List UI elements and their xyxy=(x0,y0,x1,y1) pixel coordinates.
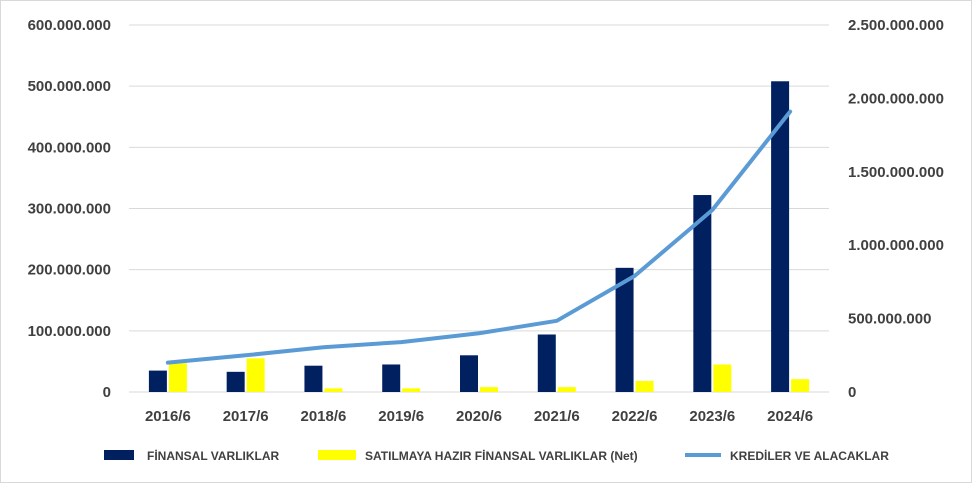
bar-finansal-varliklar-2020-6 xyxy=(460,355,478,392)
bar-satilmaya-hazir-2021-6 xyxy=(557,387,576,392)
line-series xyxy=(165,109,793,365)
left-axis-tick-label: 200.000.000 xyxy=(28,262,111,279)
x-tick-label-2022-6: 2022/6 xyxy=(612,408,658,425)
legend-swatch-satilmaya-hazir xyxy=(318,450,356,460)
bar-satilmaya-hazir-2017-6 xyxy=(246,358,265,392)
legend-label-finansal-varliklar: FİNANSAL VARLIKLAR xyxy=(147,448,280,463)
bar-satilmaya-hazir-2024-6 xyxy=(791,379,810,392)
bar-finansal-varliklar-2022-6 xyxy=(615,267,634,392)
gridlines xyxy=(129,24,829,393)
bar-finansal-varliklar-2016-6 xyxy=(148,370,167,392)
x-axis-labels: 2016/6 2017/6 2018/6 2019/6 2020/6 2021/6 2022… xyxy=(145,408,813,425)
bar-finansal-varliklar-2023-6 xyxy=(693,195,712,392)
x-tick-label-2023-6: 2023/6 xyxy=(689,408,735,425)
left-axis-tick-label: 0 xyxy=(103,384,111,401)
legend-swatch-finansal-varliklar xyxy=(104,450,134,460)
bar-finansal-varliklar-2018-6 xyxy=(304,365,323,392)
x-tick-label-2018-6: 2018/6 xyxy=(300,408,346,425)
bar-satilmaya-hazir-2019-6 xyxy=(402,388,421,392)
x-tick-label-2021-6: 2021/6 xyxy=(534,408,580,425)
bar-finansal-varliklar-2017-6 xyxy=(226,371,245,392)
line-krediler-ve-alacaklar xyxy=(165,109,793,365)
x-tick-label-2024-6: 2024/6 xyxy=(767,408,813,425)
left-axis-tick-label: 300.000.000 xyxy=(28,201,111,218)
right-axis-tick-label: 500.000.000 xyxy=(848,311,931,328)
left-axis-labels: 0 100.000.000 200.000.000 300.000.000 400.00… xyxy=(28,17,111,401)
bar-satilmaya-hazir-2018-6 xyxy=(324,388,343,392)
x-tick-label-2017-6: 2017/6 xyxy=(223,408,269,425)
bar-satilmaya-hazir-2016-6 xyxy=(168,363,187,392)
bar-satilmaya-hazir-2022-6 xyxy=(635,380,654,392)
bar-satilmaya-hazir-2023-6 xyxy=(713,364,732,392)
bar-finansal-varliklar-2024-6 xyxy=(771,81,790,393)
legend-label-satilmaya-hazir: SATILMAYA HAZIR FİNANSAL VARLIKLAR (Net) xyxy=(365,448,638,463)
bar-finansal-varliklar-2021-6 xyxy=(537,334,556,392)
bar-finansal-varliklar-2019-6 xyxy=(382,364,401,392)
legend: FİNANSAL VARLIKLAR SATILMAYA HAZIR FİNAN… xyxy=(104,448,889,463)
left-axis-tick-label: 100.000.000 xyxy=(28,323,111,340)
x-tick-label-2016-6: 2016/6 xyxy=(145,408,191,425)
bars xyxy=(148,81,810,393)
right-axis-tick-label: 2.000.000.000 xyxy=(848,90,944,107)
bar-satilmaya-hazir-2020-6 xyxy=(480,387,498,392)
legend-label-krediler: KREDİLER VE ALACAKLAR xyxy=(730,448,889,463)
left-axis-tick-label: 400.000.000 xyxy=(28,139,111,156)
right-axis-tick-label: 1.500.000.000 xyxy=(848,164,944,181)
x-tick-label-2020-6: 2020/6 xyxy=(456,408,502,425)
right-axis-tick-label: 0 xyxy=(848,384,856,401)
right-axis-labels: 0 500.000.000 1.000.000.000 1.500.000.000 2.… xyxy=(848,17,944,401)
right-axis-tick-label: 2.500.000.000 xyxy=(848,17,944,34)
left-axis-tick-label: 600.000.000 xyxy=(28,17,111,34)
right-axis-tick-label: 1.000.000.000 xyxy=(848,237,944,254)
left-axis-tick-label: 500.000.000 xyxy=(28,78,111,95)
x-tick-label-2019-6: 2019/6 xyxy=(378,408,424,425)
